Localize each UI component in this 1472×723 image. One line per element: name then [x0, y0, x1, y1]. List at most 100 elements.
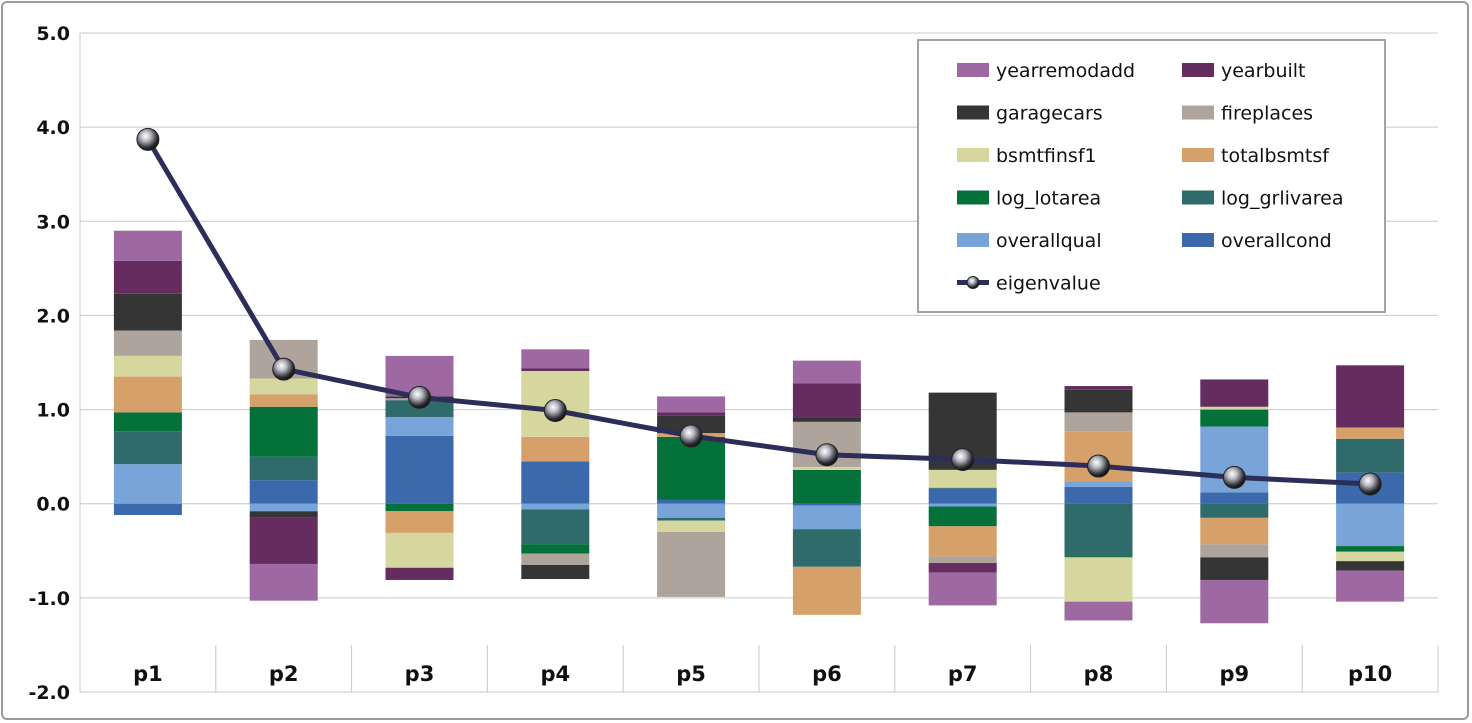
bar-segment-yearremodadd-p7 — [928, 572, 997, 606]
bar-segment-yearremodadd-p9 — [1200, 579, 1269, 624]
legend-label-bsmtfinsf1: bsmtfinsf1 — [996, 145, 1097, 167]
bar-segment-log_lotarea-p6 — [792, 469, 861, 504]
bar-segment-overallqual-p8 — [1064, 481, 1133, 487]
bar-segment-overallcond-p6 — [792, 503, 861, 506]
bar-segment-bsmtfinsf1-p1 — [113, 355, 182, 377]
eigenvalue-point-p4 — [543, 399, 567, 423]
bar-segment-yearremodadd-p2 — [249, 563, 318, 601]
bar-segment-overallqual-p2 — [249, 503, 318, 512]
bar-segment-garagecars-p6 — [792, 417, 861, 422]
y-tick-label: -2.0 — [28, 682, 70, 704]
y-axis-ticks: 5.0 4.0 3.0 2.0 1.0 0.0 -1.0 -2.0 — [28, 23, 70, 704]
bar-segment-totalbsmtsf-p9 — [1200, 517, 1269, 545]
bar-segment-overallcond-p5 — [657, 499, 726, 504]
legend-swatch-yearbuilt — [1182, 63, 1214, 77]
bar-segment-log_lotarea-p8 — [1064, 556, 1133, 558]
bar-segment-bsmtfinsf1-p5 — [657, 520, 726, 532]
bar-segment-bsmtfinsf1-p3 — [385, 532, 454, 568]
eigenvalue-line — [136, 127, 1382, 496]
x-tick-label: p3 — [405, 662, 435, 686]
y-tick-label: 5.0 — [36, 23, 70, 45]
eigenvalue-point-p9 — [1222, 465, 1246, 489]
eigenvalue-point-p10 — [1358, 472, 1382, 496]
bar-segment-overallqual-p3 — [385, 417, 454, 436]
bar-segment-garagecars-p8 — [1064, 389, 1133, 413]
x-tick-label: p1 — [133, 662, 163, 686]
bar-segment-log_grlivarea-p1 — [113, 431, 182, 465]
legend-label-eigenvalue: eigenvalue — [996, 273, 1101, 295]
bar-segment-overallqual-p7 — [928, 503, 997, 507]
legend-box — [917, 39, 1386, 313]
bar-segment-yearbuilt-p3 — [385, 567, 454, 580]
x-tick-label: p8 — [1084, 662, 1114, 686]
bar-segment-totalbsmtsf-p3 — [385, 511, 454, 533]
bar-segment-totalbsmtsf-p4 — [521, 436, 590, 462]
bar-segment-bsmtfinsf1-p6 — [792, 466, 861, 470]
eigenvalue-point-p6 — [815, 443, 839, 467]
eigenvalue-point-p5 — [679, 424, 703, 448]
eigenvalue-point-p3 — [408, 385, 431, 409]
bar-segment-yearbuilt-p1 — [113, 260, 182, 294]
bar-segment-yearbuilt-p5 — [657, 412, 726, 416]
legend-swatch-log_lotarea — [957, 190, 989, 205]
bar-segment-overallcond-p8 — [1064, 486, 1133, 504]
y-tick-label: 2.0 — [36, 305, 70, 327]
x-tick-label: p7 — [948, 662, 978, 686]
x-tick-label: p5 — [676, 662, 706, 686]
bar-segment-overallcond-p4 — [521, 461, 590, 504]
legend-swatch-totalbsmtsf — [1182, 148, 1214, 162]
y-tick-label: 4.0 — [36, 117, 70, 139]
bar-segment-log_lotarea-p10 — [1336, 546, 1405, 552]
x-tick-label: p6 — [812, 662, 842, 686]
bar-segment-overallcond-p3 — [385, 435, 454, 504]
bar-segment-log_lotarea-p9 — [1200, 409, 1269, 427]
legend-swatch-log_grlivarea — [1182, 190, 1214, 205]
legend-label-log_lotarea: log_lotarea — [996, 188, 1101, 210]
bar-segment-fireplaces-p5 — [657, 531, 726, 597]
legend-swatch-overallcond — [1182, 233, 1214, 247]
bar-segment-fireplaces-p7 — [928, 556, 997, 564]
bar-segment-log_grlivarea-p2 — [249, 456, 318, 481]
eigenvalue-point-p2 — [272, 357, 296, 381]
x-tick-label: p10 — [1348, 662, 1392, 686]
bar-segment-overallqual-p1 — [113, 464, 182, 504]
legend-marker-eigenvalue — [966, 276, 980, 289]
legend-swatch-yearremodadd — [957, 63, 989, 77]
y-tick-label: 1.0 — [36, 400, 70, 422]
bar-segment-bsmtfinsf1-p9 — [1200, 406, 1269, 410]
bar-segment-garagecars-p4 — [521, 564, 590, 580]
bar-segment-overallcond-p9 — [1200, 492, 1269, 504]
bar-segment-fireplaces-p4 — [521, 553, 590, 565]
bar-segment-overallcond-p1 — [113, 503, 182, 516]
bar-segment-bsmtfinsf1-p7 — [928, 469, 997, 488]
eigenvalue-point-p1 — [136, 127, 160, 151]
bar-segment-totalbsmtsf-p10 — [1336, 427, 1405, 439]
bar-segment-log_grlivarea-p8 — [1064, 503, 1133, 557]
legend-label-yearremodadd: yearremodadd — [996, 60, 1135, 82]
bar-segment-log_grlivarea-p7 — [928, 487, 997, 489]
bar-segment-yearbuilt-p6 — [792, 383, 861, 418]
bar-segment-log_grlivarea-p6 — [792, 529, 861, 567]
bar-segment-garagecars-p1 — [113, 293, 182, 331]
bar-segment-totalbsmtsf-p1 — [113, 376, 182, 413]
bar-segment-bsmtfinsf1-p10 — [1336, 551, 1405, 562]
bar-segment-bsmtfinsf1-p8 — [1064, 557, 1133, 602]
legend-label-overallcond: overallcond — [1221, 230, 1332, 252]
bar-segment-log_lotarea-p4 — [521, 544, 590, 554]
bar-segment-overallcond-p2 — [249, 480, 318, 504]
bar-segment-overallqual-p4 — [521, 503, 590, 510]
y-tick-label: 0.0 — [36, 494, 70, 516]
bar-segment-overallcond-p7 — [928, 488, 997, 504]
legend-label-overallqual: overallqual — [996, 230, 1102, 252]
y-tick-label: -1.0 — [28, 588, 70, 610]
x-axis-ticks: p1 p2 p3 p4 p5 p6 p7 p8 p9 p10 — [133, 662, 1392, 686]
eigenvalue-polyline — [145, 138, 1371, 487]
bar-segment-yearremodadd-p6 — [792, 360, 861, 384]
bar-segment-fireplaces-p9 — [1200, 544, 1269, 558]
legend-label-garagecars: garagecars — [996, 103, 1103, 125]
bar-segment-yearbuilt-p4 — [521, 368, 590, 371]
x-tick-label: p4 — [540, 662, 570, 686]
legend-swatch-overallqual — [957, 233, 989, 247]
bar-segment-log_lotarea-p3 — [385, 503, 454, 512]
